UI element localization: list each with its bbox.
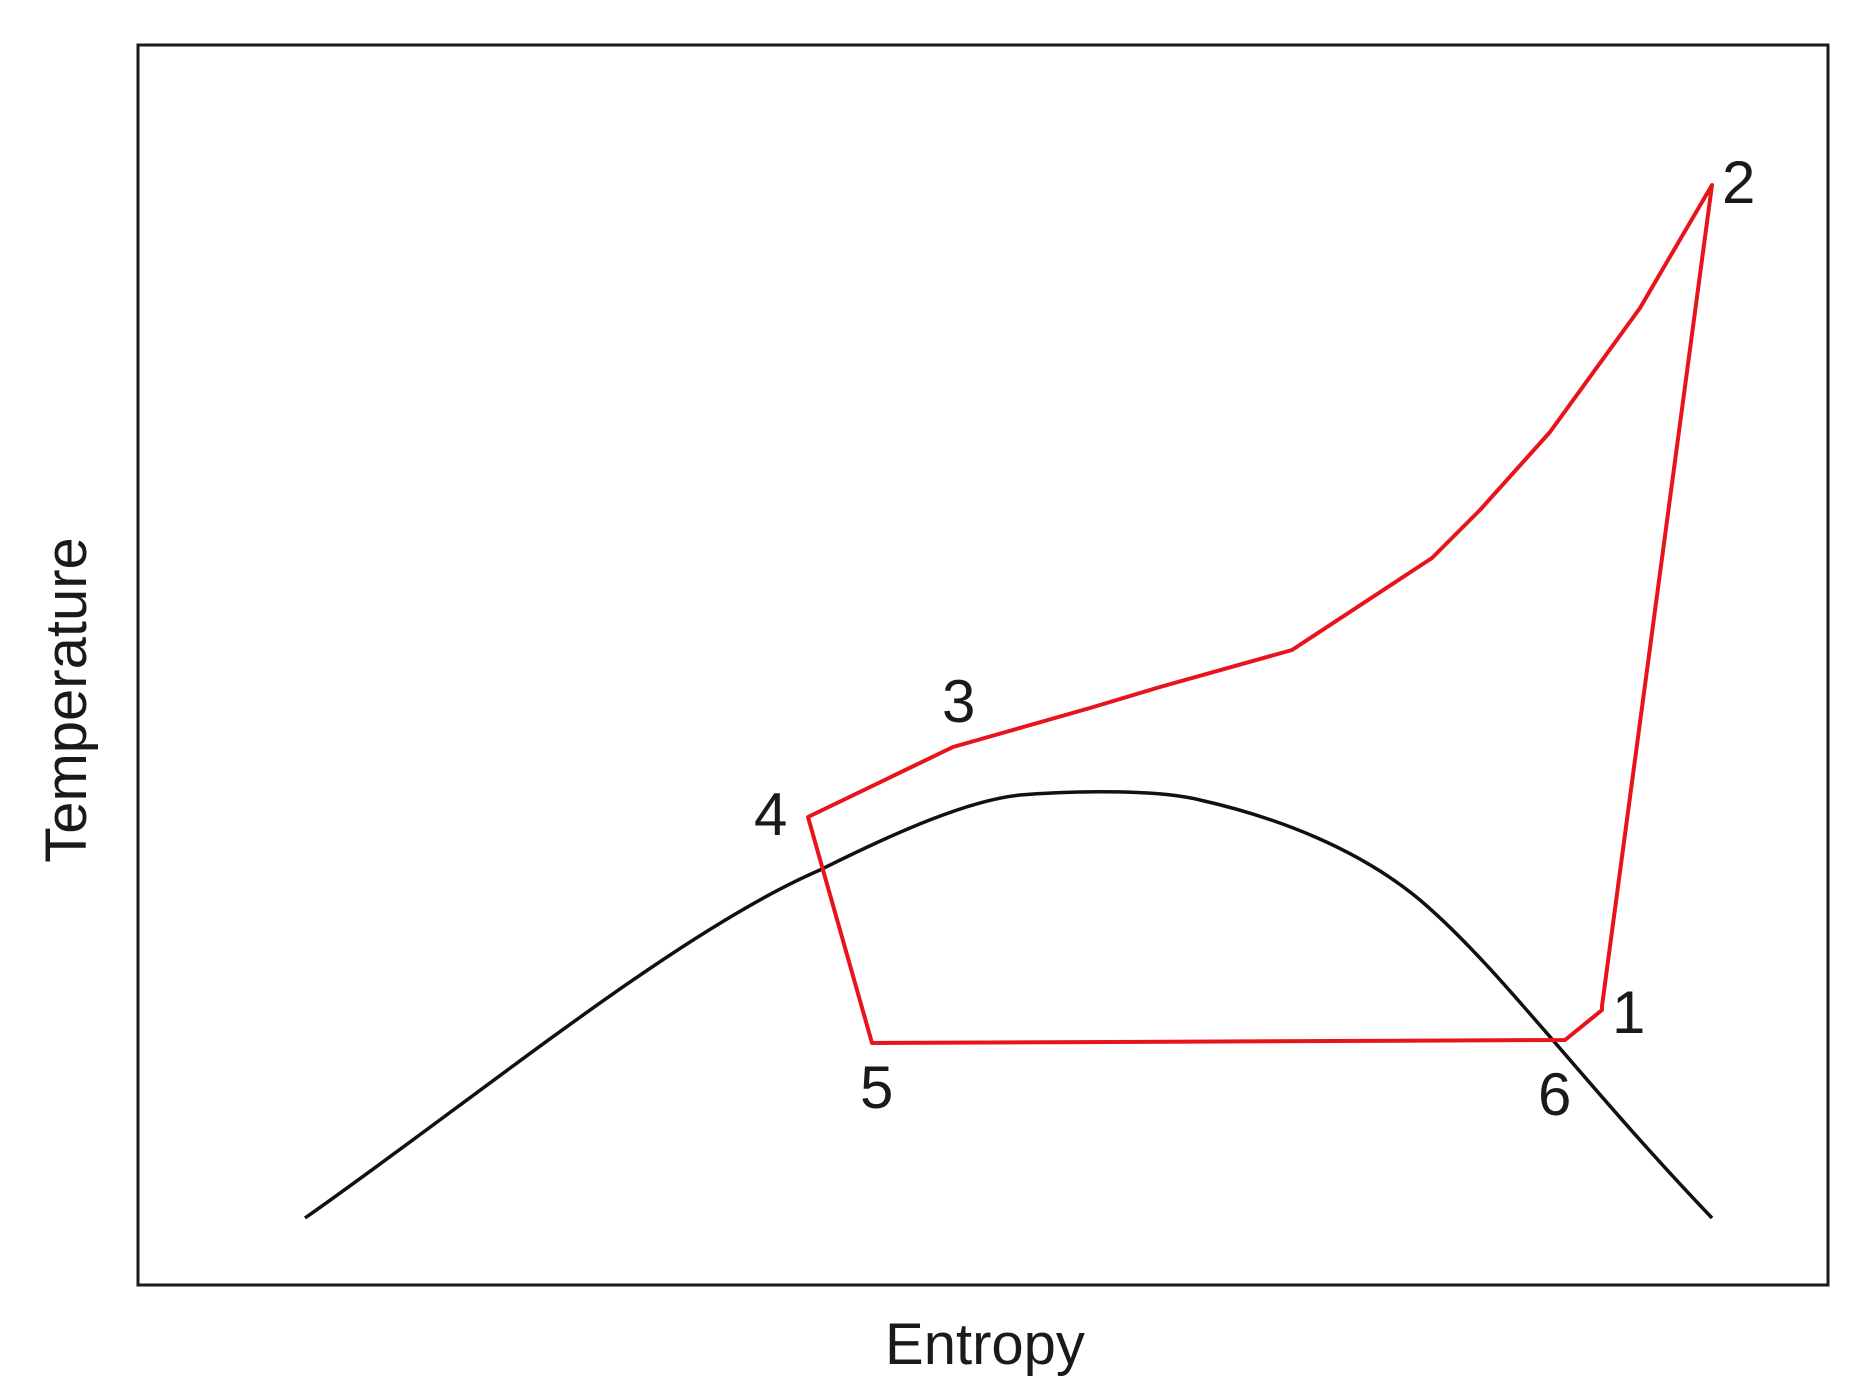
state-label-3: 3 [942, 668, 975, 735]
state-label-6: 6 [1538, 1061, 1571, 1128]
plot-frame [136, 43, 1830, 1287]
state-label-5: 5 [860, 1054, 893, 1121]
cycle-path [806, 183, 1714, 1045]
y-axis-label: Temperature [34, 537, 99, 863]
state-label-2: 2 [1722, 149, 1755, 216]
x-axis-label: Entropy [885, 1312, 1085, 1377]
state-label-1: 1 [1612, 979, 1645, 1046]
saturation-curve [303, 789, 1714, 1220]
state-label-4: 4 [754, 781, 787, 848]
